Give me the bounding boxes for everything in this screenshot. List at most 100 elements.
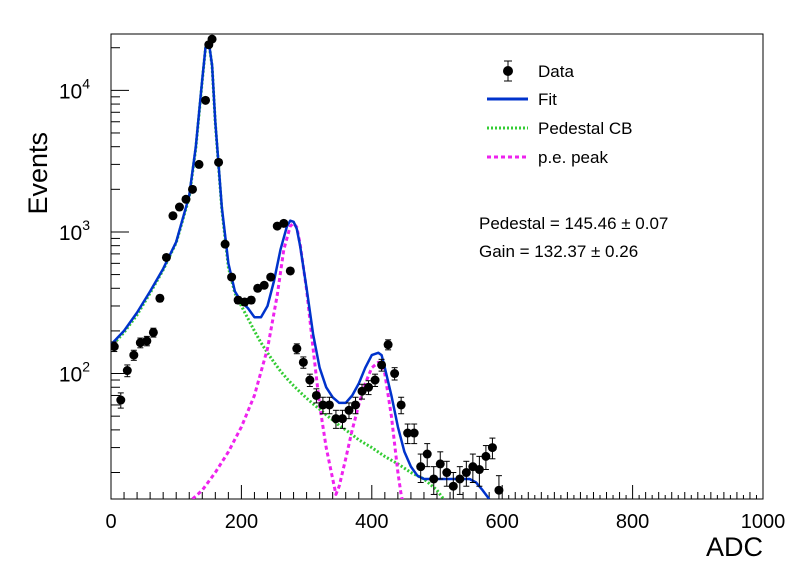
legend-label-pe-peak: p.e. peak bbox=[538, 148, 608, 167]
y-tick-label: 102 bbox=[59, 359, 90, 387]
data-marker bbox=[181, 194, 191, 204]
data-marker bbox=[161, 252, 171, 262]
data-point bbox=[298, 356, 308, 369]
data-marker bbox=[403, 428, 413, 438]
data-point bbox=[188, 184, 197, 194]
data-marker bbox=[279, 218, 289, 228]
data-marker bbox=[442, 468, 452, 478]
data-marker bbox=[155, 293, 165, 303]
data-point bbox=[409, 423, 419, 445]
data-point bbox=[324, 396, 334, 415]
data-point bbox=[318, 396, 328, 415]
data-marker bbox=[168, 211, 178, 221]
data-point bbox=[161, 252, 171, 262]
data-marker bbox=[383, 340, 393, 350]
data-point bbox=[416, 453, 426, 484]
x-axis-label: ADC bbox=[706, 532, 763, 562]
data-point bbox=[311, 388, 321, 404]
data-marker bbox=[357, 386, 367, 396]
x-tick-label: 200 bbox=[225, 511, 258, 533]
series-pedestal-cb bbox=[111, 40, 445, 499]
data-point bbox=[481, 445, 491, 471]
data-point bbox=[246, 295, 256, 305]
data-marker bbox=[448, 481, 458, 491]
data-point bbox=[174, 202, 184, 212]
data-point bbox=[455, 466, 465, 495]
data-marker bbox=[292, 344, 302, 354]
data-point bbox=[390, 367, 400, 381]
data-marker bbox=[311, 390, 321, 400]
data-marker bbox=[188, 184, 197, 194]
data-point bbox=[351, 396, 360, 415]
plot-frame bbox=[110, 33, 764, 500]
data-point bbox=[448, 472, 458, 499]
data-marker bbox=[487, 443, 497, 453]
x-tick-label: 600 bbox=[486, 511, 519, 533]
data-marker bbox=[201, 95, 211, 105]
legend-label-pedestal: Pedestal CB bbox=[538, 119, 633, 138]
data-marker bbox=[409, 428, 419, 438]
data-point bbox=[337, 409, 347, 429]
legend-entry-pe-peak: p.e. peak bbox=[487, 148, 608, 167]
data-point bbox=[435, 451, 445, 480]
data-point bbox=[111, 341, 119, 353]
data-point bbox=[370, 373, 380, 387]
data-point bbox=[396, 396, 406, 415]
data-point bbox=[429, 466, 439, 495]
x-tick-label: 800 bbox=[616, 511, 649, 533]
data-point bbox=[357, 383, 367, 400]
data-point bbox=[148, 327, 158, 338]
data-marker bbox=[259, 280, 269, 290]
data-point bbox=[305, 373, 315, 387]
data-point bbox=[279, 218, 289, 228]
data-point bbox=[285, 266, 295, 276]
data-marker bbox=[266, 272, 276, 282]
data-marker bbox=[324, 400, 334, 410]
x-tick-label: 400 bbox=[355, 511, 388, 533]
legend-label-fit: Fit bbox=[538, 90, 557, 109]
data-point bbox=[474, 455, 484, 487]
data-point bbox=[344, 402, 354, 420]
series-p-e-peak bbox=[191, 221, 404, 499]
data-point bbox=[364, 380, 374, 396]
data-point bbox=[214, 157, 224, 167]
data-point bbox=[181, 194, 191, 204]
data-marker bbox=[416, 462, 426, 472]
legend-entry-fit: Fit bbox=[487, 90, 557, 109]
data-marker bbox=[396, 400, 406, 410]
data-marker bbox=[422, 449, 432, 459]
data-point bbox=[266, 272, 276, 282]
data-marker bbox=[364, 382, 374, 392]
y-tick-label: 103 bbox=[59, 217, 90, 245]
data-point bbox=[494, 475, 504, 499]
data-point bbox=[168, 211, 178, 221]
data-marker bbox=[148, 327, 158, 337]
data-point bbox=[331, 409, 341, 429]
data-marker bbox=[390, 369, 400, 379]
data-marker bbox=[285, 266, 295, 276]
data-marker bbox=[344, 405, 354, 415]
x-tick-label: 1000 bbox=[741, 511, 786, 533]
data-point bbox=[461, 460, 471, 487]
legend-entry-pedestal: Pedestal CB bbox=[487, 119, 633, 138]
data-marker bbox=[246, 295, 256, 305]
data-marker bbox=[337, 414, 347, 424]
data-marker bbox=[116, 395, 126, 405]
x-axis: 0 200 400 600 800 1000 bbox=[105, 485, 785, 533]
data-point bbox=[487, 437, 497, 460]
y-axis-label: Events bbox=[23, 132, 53, 215]
data-marker bbox=[481, 451, 491, 461]
data-point bbox=[142, 335, 152, 347]
data-point bbox=[194, 159, 204, 169]
legend: Data Fit Pedestal CB p.e. peak bbox=[487, 60, 633, 167]
y-tick-label: 104 bbox=[59, 75, 90, 103]
data-marker bbox=[377, 360, 387, 370]
data-point bbox=[403, 423, 413, 445]
legend-marker-data bbox=[503, 66, 513, 76]
data-marker bbox=[474, 465, 484, 475]
data-point bbox=[442, 460, 452, 487]
data-marker bbox=[207, 34, 217, 44]
data-point bbox=[259, 280, 269, 290]
data-marker bbox=[429, 474, 439, 484]
data-marker bbox=[370, 375, 380, 385]
